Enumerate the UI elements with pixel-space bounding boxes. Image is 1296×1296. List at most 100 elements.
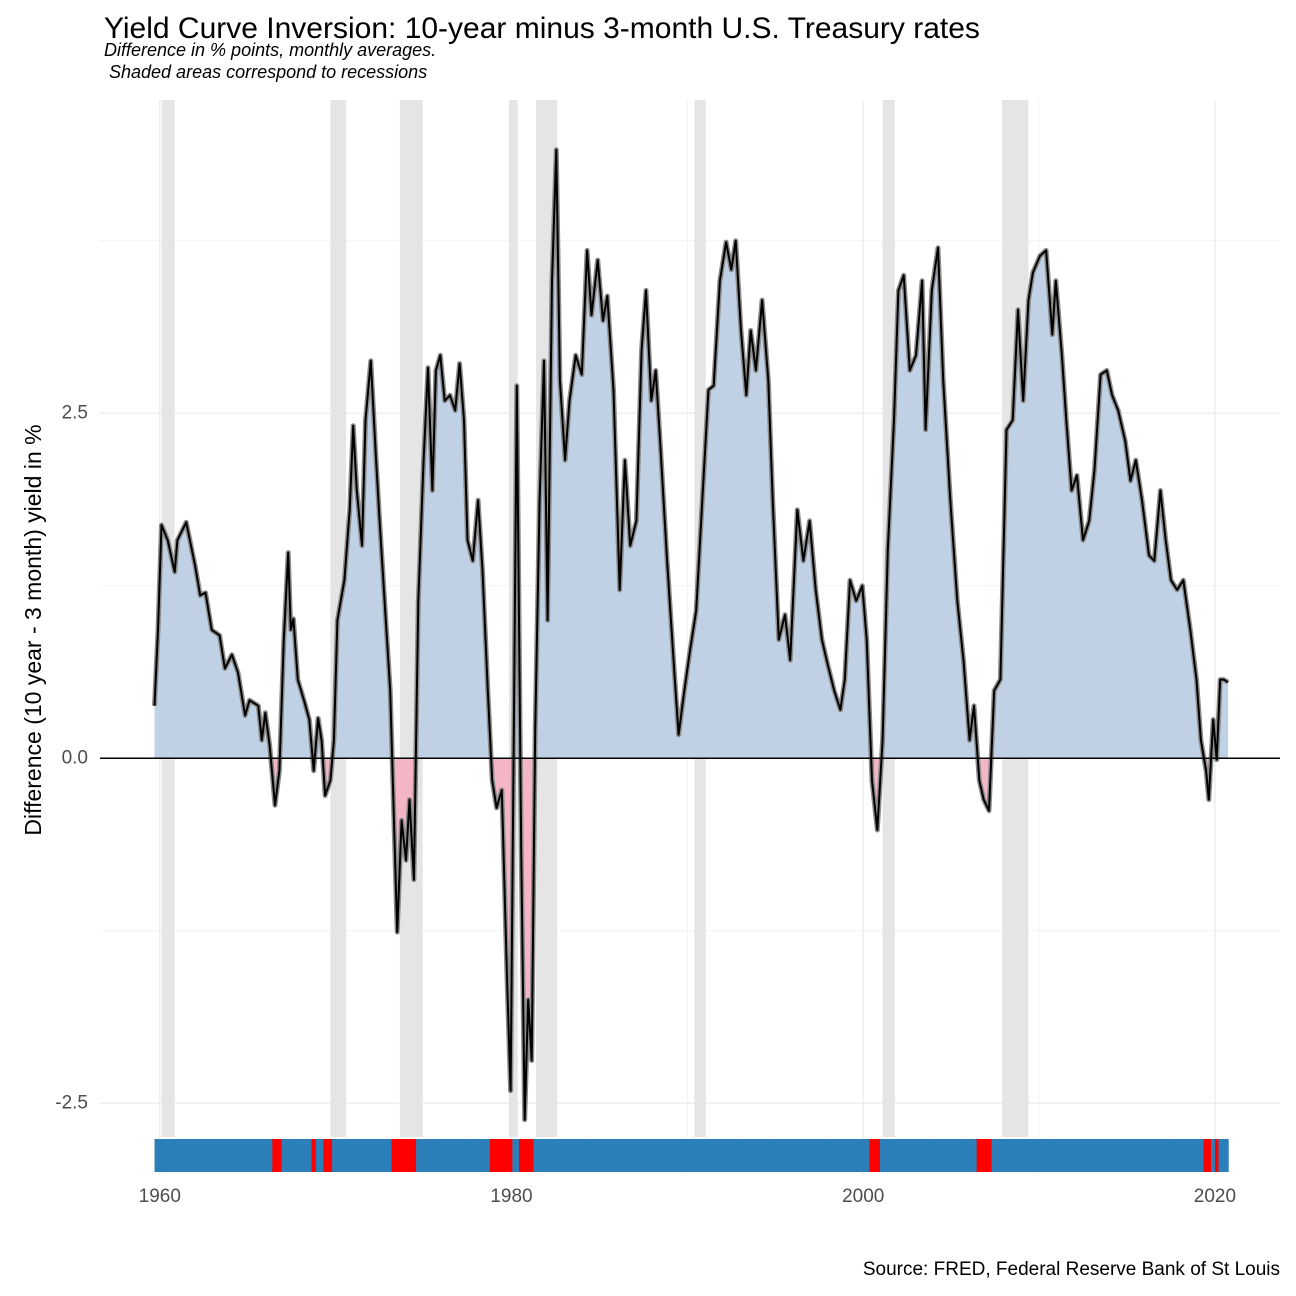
- inversion-strip: [1103, 1139, 1111, 1172]
- inversion-strip: [594, 1139, 601, 1172]
- inversion-strip: [1074, 1139, 1081, 1172]
- inversion-strip: [425, 1139, 431, 1172]
- inversion-strip: [277, 1139, 283, 1172]
- inversion-strip: [1210, 1139, 1216, 1172]
- inversion-strip: [368, 1139, 375, 1172]
- inversion-strip: [332, 1139, 337, 1172]
- inversion-strip: [699, 1139, 706, 1172]
- inversion-strip: [842, 1139, 848, 1172]
- inversion-strip: [470, 1139, 477, 1172]
- inversion-strip: [1025, 1139, 1032, 1172]
- inversion-strip: [716, 1139, 724, 1172]
- inversion-strip: [859, 1139, 866, 1172]
- inversion-strip: [896, 1139, 902, 1172]
- inversion-strip: [1097, 1139, 1105, 1172]
- inversion-strip: [1054, 1139, 1060, 1172]
- inversion-strip: [1193, 1139, 1200, 1172]
- inversion-strip: [781, 1139, 789, 1172]
- inversion-strip: [940, 1139, 948, 1172]
- inversion-strip: [946, 1139, 955, 1172]
- inversion-strip: [351, 1139, 356, 1172]
- inversion-strip: [558, 1139, 564, 1172]
- inversion-strip: [1068, 1139, 1075, 1172]
- inversion-strip: [616, 1139, 623, 1172]
- inversion-strip: [253, 1139, 261, 1172]
- inversion-strip: [377, 1139, 384, 1172]
- inversion-strip: [411, 1139, 417, 1172]
- inversion-strip: [770, 1139, 777, 1172]
- inversion-strip: [311, 1139, 317, 1172]
- inversion-strip: [382, 1139, 389, 1172]
- inversion-strip: [395, 1139, 400, 1172]
- inversion-strip: [912, 1139, 920, 1172]
- inversion-strip: [1207, 1139, 1212, 1172]
- inversion-strip: [480, 1139, 486, 1172]
- inversion-strip: [853, 1139, 860, 1172]
- inversion-strip: [686, 1139, 694, 1172]
- x-tick-label: 2000: [842, 1186, 884, 1207]
- inversion-strip: [1186, 1139, 1194, 1172]
- inversion-strip: [722, 1139, 730, 1172]
- inversion-strip: [197, 1139, 204, 1172]
- inversion-strip: [420, 1139, 427, 1172]
- inversion-strip: [919, 1139, 925, 1172]
- inversion-strip: [1049, 1139, 1055, 1172]
- y-tick-label: 0.0: [62, 747, 88, 768]
- inversion-strip: [281, 1139, 287, 1172]
- inversion-strip: [748, 1139, 754, 1172]
- inversion-strip: [485, 1139, 491, 1172]
- inversion-strip: [711, 1139, 718, 1172]
- inversion-strip: [793, 1139, 801, 1172]
- inversion-strip: [403, 1139, 409, 1172]
- inversion-strip: [272, 1139, 278, 1172]
- inversion-strip: [743, 1139, 750, 1172]
- inversion-strip: [633, 1139, 640, 1172]
- inversion-strip: [1214, 1139, 1220, 1172]
- inversion-strip: [1203, 1139, 1209, 1172]
- inversion-strip: [494, 1139, 500, 1172]
- inversion-strip: [1015, 1139, 1022, 1172]
- inversion-strip: [159, 1139, 166, 1172]
- inversion-strip: [1138, 1139, 1147, 1172]
- inversion-strip: [885, 1139, 892, 1172]
- inversion-strip: [234, 1139, 243, 1172]
- inversion-strip: [847, 1139, 854, 1172]
- inversion-strip: [512, 1139, 517, 1172]
- inversion-strip: [622, 1139, 629, 1172]
- inversion-strip: [518, 1139, 524, 1172]
- inversion-strip: [759, 1139, 766, 1172]
- inversion-strip: [416, 1139, 422, 1172]
- inversion-strip: [327, 1139, 333, 1172]
- inversion-strip: [430, 1139, 435, 1172]
- inversion-strip: [934, 1139, 942, 1172]
- inversion-strip: [765, 1139, 772, 1172]
- y-tick-label: 2.5: [62, 402, 88, 423]
- inversion-strip: [1009, 1139, 1016, 1172]
- inversion-strip: [728, 1139, 735, 1172]
- inversion-strip: [869, 1139, 876, 1172]
- source-note: Source: FRED, Federal Reserve Bank of St…: [863, 1259, 1280, 1280]
- inversion-strip: [670, 1139, 677, 1172]
- inversion-strip: [648, 1139, 655, 1172]
- inversion-strip: [657, 1139, 665, 1172]
- inversion-strip: [533, 1139, 539, 1172]
- inversion-strip: [515, 1139, 520, 1172]
- inversion-strip: [610, 1139, 618, 1172]
- inversion-strip: [292, 1139, 297, 1172]
- x-tick-label: 1980: [490, 1186, 532, 1207]
- inversion-strip: [315, 1139, 321, 1172]
- inversion-strip: [1218, 1139, 1223, 1172]
- inversion-strip: [966, 1139, 973, 1172]
- inversion-strip: [1198, 1139, 1205, 1172]
- inversion-strip: [164, 1139, 172, 1172]
- inversion-strip: [457, 1139, 463, 1172]
- inversion-strip: [1174, 1139, 1181, 1172]
- inversion-strip: [960, 1139, 968, 1172]
- inversion-strip: [1180, 1139, 1188, 1172]
- inversion-strip: [971, 1139, 978, 1172]
- inversion-strip: [981, 1139, 987, 1172]
- inversion-strip: [600, 1139, 606, 1172]
- inversion-strip: [738, 1139, 745, 1172]
- inversion-strip: [399, 1139, 405, 1172]
